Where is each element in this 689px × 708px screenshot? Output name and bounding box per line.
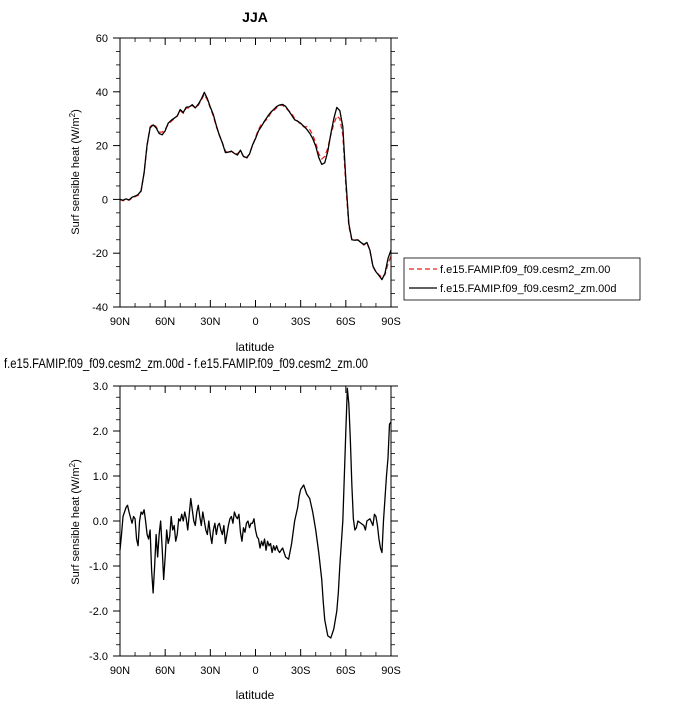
- top-series-line-1: [119, 93, 392, 279]
- top-x-tick-label: 30N: [200, 316, 220, 328]
- top-panel: JJA Surf sensible heat (W/m2) latitude 9…: [68, 9, 401, 354]
- bottom-x-tick-label: 30S: [291, 665, 311, 677]
- top-x-tick-label: 0: [252, 316, 258, 328]
- top-y-tick-label: 20: [96, 141, 108, 153]
- bottom-y-tick-label: 3.0: [93, 381, 108, 393]
- bottom-x-tick-label: 60S: [336, 665, 356, 677]
- top-y-axis-label-sup: 2: [68, 112, 77, 117]
- bottom-series-line-1: [119, 387, 392, 639]
- legend: f.e15.FAMIP.f09_f09.cesm2_zm.00 f.e15.FA…: [403, 257, 641, 301]
- bottom-y-tick-label: -3.0: [89, 651, 108, 663]
- top-x-axis-label: latitude: [236, 340, 275, 354]
- top-x-tick-label: 60N: [155, 316, 175, 328]
- bottom-axis-ticks: 90N 60N 30N 0 30S 60S 90S -3.0 -2.0 -1.0 0.0 1.0 2.0…: [89, 381, 401, 677]
- top-y-axis-label-close: ): [70, 109, 82, 113]
- bottom-y-tick-label: -1.0: [89, 561, 108, 573]
- bottom-x-tick-label: 0: [252, 665, 258, 677]
- top-y-axis-label: Surf sensible heat (W/m2): [68, 109, 82, 235]
- bottom-y-axis-label-text: Surf sensible heat (W/m: [70, 467, 82, 584]
- top-series-line-2: [119, 91, 392, 281]
- top-x-tick-label: 30S: [291, 316, 311, 328]
- bottom-y-tick-label: -2.0: [89, 606, 108, 618]
- bottom-panel: f.e15.FAMIP.f09_f09.cesm2_zm.00d - f.e15…: [4, 355, 401, 702]
- top-y-axis-label-text: Surf sensible heat (W/m: [70, 117, 82, 234]
- bottom-x-axis-label: latitude: [236, 688, 275, 702]
- bottom-y-tick-label: 0.0: [93, 516, 108, 528]
- top-y-tick-label: 0: [102, 194, 108, 206]
- legend-label-series-1: f.e15.FAMIP.f09_f09.cesm2_zm.00: [440, 264, 610, 276]
- bottom-y-tick-label: 1.0: [93, 471, 108, 483]
- bottom-plot-frame: [119, 385, 392, 657]
- top-y-tick-label: 40: [96, 87, 108, 99]
- bottom-y-axis-label: Surf sensible heat (W/m2): [68, 459, 82, 585]
- top-x-tick-label: 60S: [336, 316, 356, 328]
- bottom-y-axis-label-sup: 2: [68, 462, 77, 467]
- legend-label-series-2: f.e15.FAMIP.f09_f09.cesm2_zm.00d: [440, 283, 617, 295]
- bottom-chart-title: f.e15.FAMIP.f09_f09.cesm2_zm.00d - f.e15…: [4, 355, 368, 371]
- bottom-y-axis-label-close: ): [70, 459, 82, 463]
- top-x-tick-label: 90S: [381, 316, 401, 328]
- top-y-tick-label: -20: [92, 248, 108, 260]
- top-plot-area: [119, 91, 392, 281]
- top-plot-frame: [119, 37, 392, 308]
- top-y-tick-label: -40: [92, 302, 108, 314]
- top-y-tick-label: 60: [96, 33, 108, 45]
- bottom-x-tick-label: 60N: [155, 665, 175, 677]
- top-axis-ticks: 90N 60N 30N 0 30S 60S 90S -40 -20 0 20 40 60: [92, 33, 401, 328]
- top-x-tick-label: 90N: [110, 316, 130, 328]
- top-chart-title: JJA: [242, 9, 268, 25]
- bottom-x-tick-label: 90N: [110, 665, 130, 677]
- bottom-x-tick-label: 30N: [200, 665, 220, 677]
- legend-box: [403, 257, 641, 301]
- bottom-y-tick-label: 2.0: [93, 426, 108, 438]
- bottom-plot-area: [119, 387, 392, 639]
- bottom-x-tick-label: 90S: [381, 665, 401, 677]
